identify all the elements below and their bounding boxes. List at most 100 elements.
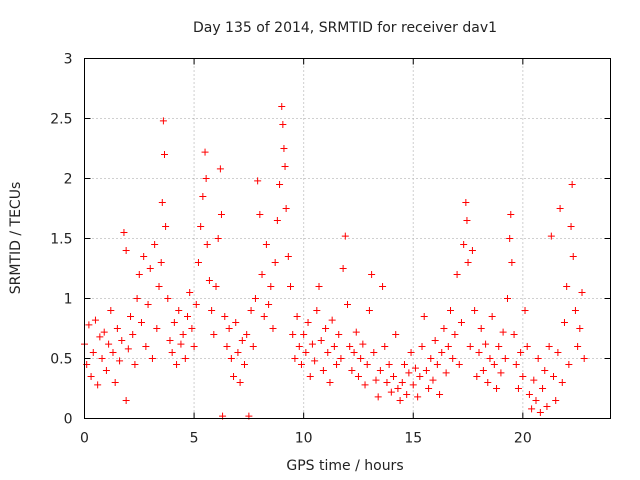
data-point bbox=[317, 337, 325, 344]
data-point bbox=[381, 343, 389, 350]
data-point bbox=[113, 325, 121, 332]
data-point bbox=[291, 355, 299, 362]
data-point bbox=[420, 313, 428, 320]
data-point bbox=[160, 151, 168, 158]
data-point bbox=[225, 325, 233, 332]
data-point bbox=[289, 331, 297, 338]
data-point bbox=[462, 199, 470, 206]
data-point bbox=[580, 355, 588, 362]
data-point bbox=[447, 307, 455, 314]
data-point bbox=[418, 343, 426, 350]
data-point bbox=[495, 343, 503, 350]
data-point bbox=[256, 211, 264, 218]
data-point bbox=[210, 331, 218, 338]
data-point bbox=[135, 271, 143, 278]
data-point bbox=[249, 343, 257, 350]
data-point bbox=[337, 355, 345, 362]
data-point bbox=[168, 349, 176, 356]
data-point bbox=[541, 367, 549, 374]
data-point bbox=[339, 265, 347, 272]
data-point bbox=[265, 301, 273, 308]
data-point bbox=[539, 385, 547, 392]
data-point bbox=[184, 313, 192, 320]
data-point bbox=[455, 361, 463, 368]
data-point bbox=[547, 232, 555, 240]
data-point bbox=[400, 361, 408, 368]
data-point bbox=[287, 283, 295, 290]
data-point bbox=[122, 397, 130, 404]
data-point bbox=[398, 379, 406, 386]
data-point bbox=[162, 223, 170, 230]
data-point bbox=[503, 295, 511, 302]
data-point bbox=[550, 373, 558, 380]
data-point bbox=[282, 205, 290, 212]
data-point bbox=[157, 259, 165, 266]
data-point bbox=[348, 367, 356, 374]
data-point bbox=[146, 265, 154, 272]
data-point bbox=[463, 217, 471, 224]
data-point bbox=[440, 325, 448, 332]
data-point bbox=[205, 277, 213, 284]
data-point bbox=[297, 361, 305, 368]
data-point bbox=[427, 355, 435, 362]
data-point bbox=[449, 355, 457, 362]
data-point bbox=[493, 385, 501, 392]
data-point bbox=[359, 340, 367, 348]
data-point bbox=[444, 343, 452, 350]
data-point bbox=[122, 247, 130, 254]
data-point bbox=[295, 343, 303, 350]
data-point bbox=[460, 241, 468, 248]
data-point bbox=[179, 331, 187, 338]
data-point bbox=[558, 379, 566, 386]
data-point bbox=[227, 355, 235, 362]
data-point bbox=[302, 349, 310, 356]
data-point bbox=[173, 361, 181, 368]
x-tick-label: 10 bbox=[295, 431, 313, 447]
data-point bbox=[192, 301, 200, 308]
data-point bbox=[170, 319, 178, 326]
data-point bbox=[223, 343, 231, 350]
data-point bbox=[436, 391, 444, 398]
data-point bbox=[175, 307, 183, 314]
data-point bbox=[89, 349, 97, 356]
data-point bbox=[304, 319, 312, 326]
data-point bbox=[571, 307, 579, 314]
data-point bbox=[479, 367, 487, 374]
data-point bbox=[361, 381, 369, 389]
data-point bbox=[91, 316, 99, 324]
data-point bbox=[451, 331, 459, 338]
data-point bbox=[199, 193, 207, 200]
data-point bbox=[357, 355, 365, 362]
data-point bbox=[197, 223, 205, 230]
data-point bbox=[578, 289, 586, 296]
data-point bbox=[376, 367, 384, 374]
data-point bbox=[328, 316, 336, 324]
data-point bbox=[574, 343, 582, 350]
data-point bbox=[87, 373, 95, 380]
data-point bbox=[482, 340, 490, 348]
data-point bbox=[383, 379, 391, 386]
data-point bbox=[565, 361, 573, 368]
data-point bbox=[473, 373, 481, 380]
data-point bbox=[543, 403, 551, 410]
data-point bbox=[120, 229, 128, 236]
data-point bbox=[216, 165, 224, 173]
data-point bbox=[208, 307, 216, 314]
data-point bbox=[96, 333, 104, 341]
data-point bbox=[131, 361, 139, 368]
grid-lines bbox=[84, 58, 611, 419]
data-point bbox=[457, 319, 465, 326]
data-point bbox=[507, 211, 515, 218]
data-point bbox=[129, 331, 137, 338]
data-point bbox=[279, 121, 287, 128]
x-axis-label: GPS time / hours bbox=[286, 458, 403, 474]
data-point bbox=[260, 313, 268, 320]
data-point bbox=[411, 364, 419, 372]
data-point bbox=[545, 343, 553, 350]
data-point bbox=[278, 103, 286, 110]
data-point bbox=[243, 331, 251, 338]
data-point bbox=[148, 355, 156, 362]
data-point bbox=[438, 349, 446, 356]
data-point bbox=[528, 405, 536, 413]
data-point bbox=[201, 148, 209, 156]
